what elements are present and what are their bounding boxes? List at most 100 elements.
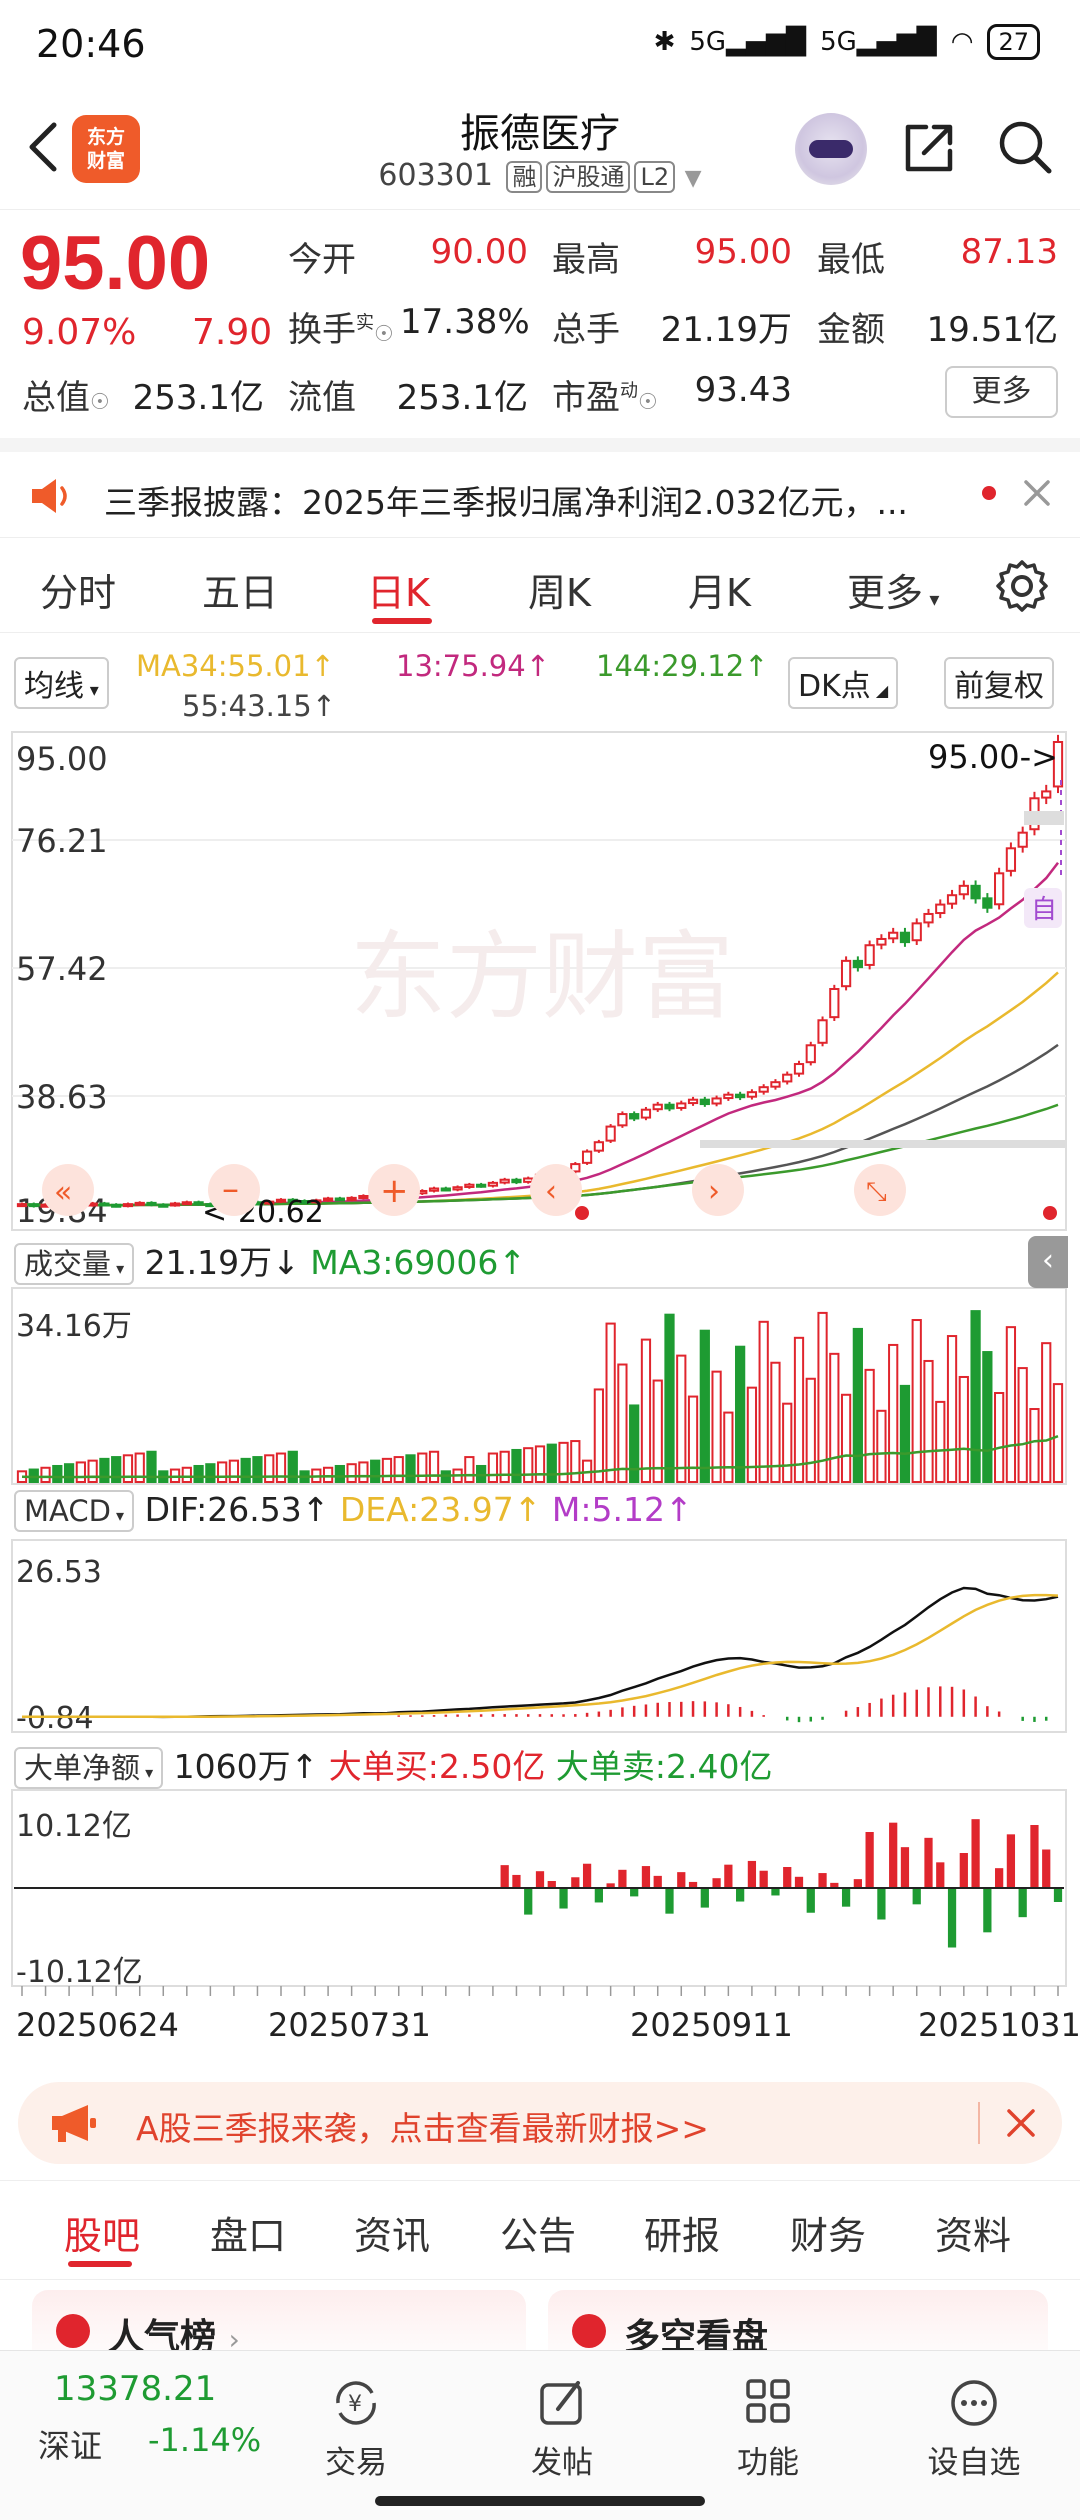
candle-body (758, 1086, 769, 1093)
candle-body (935, 903, 946, 915)
volume-bar (146, 1450, 157, 1483)
volume-bar (911, 1319, 922, 1484)
candle-body (793, 1063, 805, 1075)
candle-body (723, 1093, 734, 1100)
macd-top-tick: 26.53 (16, 1555, 102, 1590)
share-icon[interactable] (900, 117, 960, 177)
search-icon[interactable] (995, 117, 1055, 177)
bigorder-bar (830, 1882, 839, 1888)
volume-label: 总手 (552, 310, 620, 350)
level2-tag: L2 (634, 161, 676, 193)
tab-monthly-k[interactable]: 月K (688, 571, 751, 615)
tab-news[interactable]: 资讯 (354, 2214, 431, 2258)
bigorder-bar (736, 1888, 745, 1902)
report-banner-text: A股三季报来袭，点击查看最新财报>> (136, 2109, 709, 2148)
bigorder-bar (995, 1868, 1004, 1888)
candle-body (864, 944, 875, 966)
candle-body (593, 1141, 604, 1152)
tab-daily-k[interactable]: 日K (367, 571, 430, 615)
back-arrow-icon[interactable] (20, 117, 70, 177)
bigorder-value: 1060万↑ (173, 1747, 319, 1786)
volume-bar (111, 1456, 122, 1483)
plus-icon: + (380, 1171, 409, 1211)
function-button[interactable]: 功能 (698, 2377, 838, 2482)
ma-line (21, 861, 1059, 1207)
volume-bar (558, 1441, 569, 1483)
volume-bar (193, 1464, 204, 1483)
bigorder-bar (783, 1867, 792, 1888)
more-dots-icon (951, 2380, 997, 2426)
tab-forum[interactable]: 股吧 (64, 2214, 141, 2258)
chart-nav-buttons[interactable]: « – + ‹ › ⤡ (42, 1164, 906, 1216)
earnings-report-banner[interactable]: A股三季报来袭，点击查看最新财报>> (18, 2082, 1062, 2164)
ranking-icon (56, 2314, 90, 2348)
candle-body (311, 1199, 322, 1204)
tab-more[interactable]: 更多 ▾ (847, 571, 940, 615)
close-icon[interactable] (1006, 2108, 1036, 2138)
close-icon[interactable] (1022, 478, 1052, 508)
volume-max-tick: 34.16万 (16, 1309, 132, 1344)
volume-bar (852, 1327, 863, 1484)
indicator-selector[interactable]: 均线 ▾ (14, 657, 109, 709)
auto-badge-bg (1024, 888, 1062, 928)
volume-bar (935, 1400, 946, 1484)
news-banner[interactable]: 三季报披露：2025年三季报归属净利润2.032亿元，... (0, 438, 1080, 538)
volume-bar (899, 1384, 911, 1484)
bigorder-bar (571, 1877, 580, 1888)
stock-code-row[interactable]: 603301 融沪股通 L2 ▼ (0, 157, 1080, 193)
collapse-panel-button[interactable]: ‹ (1028, 1236, 1068, 1288)
expand-button (854, 1164, 906, 1216)
candle-body (287, 1198, 298, 1203)
ma13-value: 13:75.94↑ (396, 649, 550, 683)
mktcap-value: 253.1亿 (132, 378, 264, 418)
candle-body (817, 1019, 828, 1044)
volume-bar (252, 1456, 263, 1483)
bigorder-bar (559, 1888, 568, 1909)
versus-icon (572, 2314, 606, 2348)
assistant-avatar[interactable] (795, 113, 867, 185)
price-tick-label: 76.21 (16, 822, 108, 860)
gear-icon[interactable] (994, 558, 1050, 614)
bigorder-bar (889, 1822, 898, 1888)
tab-five-day[interactable]: 五日 (202, 571, 279, 615)
bigorder-bar (1030, 1825, 1039, 1888)
more-button[interactable]: 更多 (945, 366, 1058, 418)
candle-body (699, 1098, 710, 1106)
tab-weekly-k[interactable]: 周K (528, 571, 591, 615)
volume-value: 21.19万↓ (144, 1243, 300, 1282)
tab-financials[interactable]: 财务 (790, 2214, 867, 2258)
tab-announcements[interactable]: 公告 (500, 2214, 577, 2258)
volume-bar (888, 1343, 899, 1483)
tab-research[interactable]: 研报 (644, 2214, 721, 2258)
bigorder-bar (641, 1866, 651, 1888)
add-watchlist-button[interactable]: 设自选 (904, 2377, 1044, 2482)
volume-bar (393, 1456, 404, 1483)
minus-icon: – (222, 1169, 239, 1209)
tab-order-book[interactable]: 盘口 (210, 2214, 287, 2258)
bigorder-selector[interactable]: 大单净额 ▾ (14, 1747, 164, 1789)
date-label: 20250731 (268, 2006, 431, 2044)
bigorder-bar (924, 1837, 933, 1888)
volume-bar (511, 1448, 522, 1483)
auto-badge: 自 (1031, 895, 1057, 925)
volume-bar (699, 1329, 710, 1483)
bigorder-label-row: 大单净额 ▾ 1060万↑ 大单买:2.50亿 大单卖:2.40亿 (14, 1740, 773, 1789)
macd-selector[interactable]: MACD ▾ (14, 1490, 135, 1532)
volume-bar (358, 1461, 369, 1484)
post-button[interactable]: 发帖 (492, 2377, 632, 2482)
candle-body (322, 1197, 334, 1202)
dk-point-button[interactable]: DK点 ◢ (788, 657, 899, 709)
chevron-left-icon: ‹ (545, 1174, 557, 1209)
volume-bar (75, 1461, 86, 1484)
trade-button[interactable]: ¥ 交易 (286, 2377, 426, 2482)
tab-intraday[interactable]: 分时 (40, 571, 117, 615)
volume-selector[interactable]: 成交量 ▾ (14, 1243, 135, 1285)
adjust-button[interactable]: 前复权 (944, 657, 1054, 709)
app-logo[interactable]: 东方 财富 (72, 115, 140, 183)
bigorder-bar (853, 1879, 862, 1888)
macd-dif-line (22, 1586, 1059, 1719)
cellular-signal-icon: 5G▂▄▆█ (689, 27, 807, 57)
tab-profile[interactable]: 资料 (935, 2214, 1012, 2258)
volume-bar (864, 1368, 875, 1483)
